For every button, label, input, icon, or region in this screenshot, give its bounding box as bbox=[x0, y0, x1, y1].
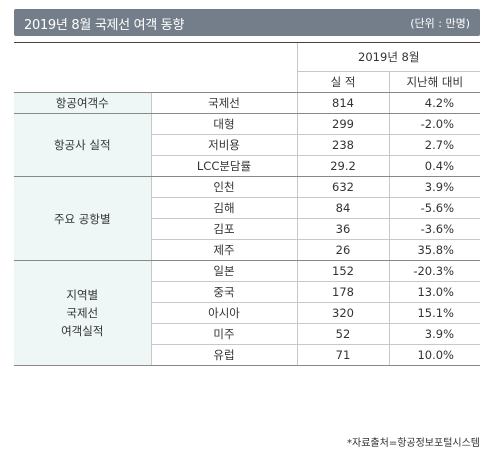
item-label: LCC분담률 bbox=[150, 155, 297, 177]
change-value: -2.0% bbox=[388, 113, 480, 135]
item-label: 중국 bbox=[150, 281, 297, 303]
change-value: 10.0% bbox=[388, 344, 480, 366]
actual-value: 71 bbox=[296, 344, 389, 366]
actual-value: 52 bbox=[296, 323, 389, 345]
change-value: 0.4% bbox=[388, 155, 480, 177]
table-title: 2019년 8월 국제선 여객 동향 bbox=[24, 18, 185, 33]
source-note: *자료출처=항공정보포털시스템 bbox=[347, 438, 480, 449]
group-label-airlines: 항공사 실적 bbox=[14, 113, 151, 177]
change-value: 35.8% bbox=[388, 239, 480, 261]
group-label-line: 여객실적 bbox=[61, 324, 104, 338]
change-value: -5.6% bbox=[388, 197, 480, 219]
item-label: 인천 bbox=[150, 176, 297, 198]
actual-column-header: 실 적 bbox=[296, 71, 389, 93]
change-value: 4.2% bbox=[388, 92, 480, 114]
item-label: 유럽 bbox=[150, 344, 297, 366]
change-column-header: 지난해 대비 bbox=[388, 71, 480, 93]
item-label: 김해 bbox=[150, 197, 297, 219]
change-value: 13.0% bbox=[388, 281, 480, 303]
item-label: 미주 bbox=[150, 323, 297, 345]
item-label: 제주 bbox=[150, 239, 297, 261]
actual-value: 36 bbox=[296, 218, 389, 240]
actual-value: 632 bbox=[296, 176, 389, 198]
change-value: 3.9% bbox=[388, 323, 480, 345]
change-value: 3.9% bbox=[388, 176, 480, 198]
actual-value: 29.2 bbox=[296, 155, 389, 177]
period-header: 2019년 8월 bbox=[296, 42, 480, 72]
unit-label: (단위 : 만명) bbox=[410, 17, 470, 30]
group-label-regions: 지역별 국제선 여객실적 bbox=[14, 260, 151, 366]
actual-value: 814 bbox=[296, 92, 389, 114]
item-label: 국제선 bbox=[150, 92, 297, 114]
group-label-airports: 주요 공항별 bbox=[14, 176, 151, 261]
actual-value: 152 bbox=[296, 260, 389, 282]
item-label: 일본 bbox=[150, 260, 297, 282]
group-label-line: 국제선 bbox=[66, 306, 99, 320]
statistics-table: 2019년 8월 실 적 지난해 대비 항공여객수 국제선 814 4.2% 항… bbox=[14, 42, 480, 366]
actual-value: 238 bbox=[296, 134, 389, 156]
item-label: 저비용 bbox=[150, 134, 297, 156]
header-blank-cell bbox=[14, 42, 297, 93]
actual-value: 299 bbox=[296, 113, 389, 135]
group-label-line: 지역별 bbox=[66, 288, 99, 302]
group-label-passengers: 항공여객수 bbox=[14, 92, 151, 114]
actual-value: 84 bbox=[296, 197, 389, 219]
item-label: 대형 bbox=[150, 113, 297, 135]
title-bar: 2019년 8월 국제선 여객 동향 (단위 : 만명) bbox=[14, 9, 480, 36]
actual-value: 320 bbox=[296, 302, 389, 324]
item-label: 아시아 bbox=[150, 302, 297, 324]
change-value: -3.6% bbox=[388, 218, 480, 240]
item-label: 김포 bbox=[150, 218, 297, 240]
actual-value: 26 bbox=[296, 239, 389, 261]
change-value: 2.7% bbox=[388, 134, 480, 156]
change-value: 15.1% bbox=[388, 302, 480, 324]
actual-value: 178 bbox=[296, 281, 389, 303]
change-value: -20.3% bbox=[388, 260, 480, 282]
